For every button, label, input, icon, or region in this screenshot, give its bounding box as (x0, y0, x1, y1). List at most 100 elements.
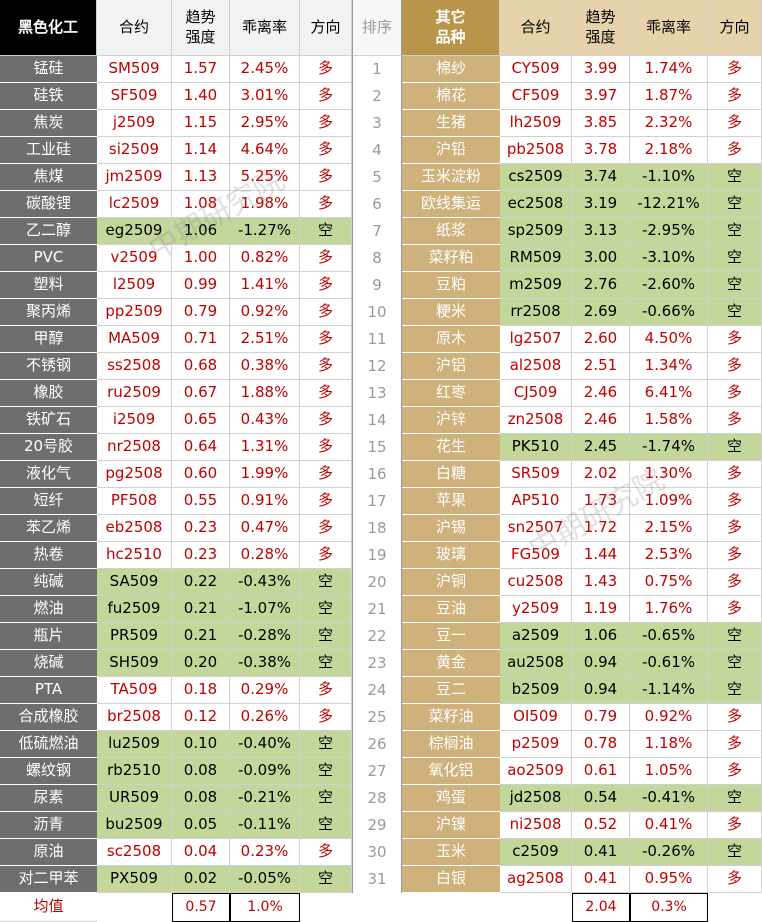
table-cell: 空 (300, 650, 352, 677)
table-cell: 空 (300, 758, 352, 785)
product-name: 原木 (402, 326, 500, 353)
table-cell: 多 (300, 83, 352, 110)
table-cell: 0.38% (230, 353, 300, 380)
table-cell: 多 (708, 380, 762, 407)
footer-label: 均值 (0, 893, 97, 922)
table-cell: 多 (300, 839, 352, 866)
table-cell: 1.05% (630, 758, 708, 785)
table-cell: 多 (708, 569, 762, 596)
table-cell: 0.54 (572, 785, 630, 812)
table-cell: 空 (708, 191, 762, 218)
table-cell: -0.40% (230, 731, 300, 758)
table-cell: -0.66% (630, 299, 708, 326)
table-cell: eb2508 (97, 515, 172, 542)
product-name: 苹果 (402, 488, 500, 515)
product-name: 沪铜 (402, 569, 500, 596)
table-cell: lg2507 (500, 326, 572, 353)
product-name: 碳酸锂 (0, 191, 97, 218)
table-cell: 1.98% (230, 191, 300, 218)
table-cell: OI509 (500, 704, 572, 731)
product-name: 焦煤 (0, 164, 97, 191)
table-cell: 1.76% (630, 596, 708, 623)
table-cell: sc2508 (97, 839, 172, 866)
table-cell: -0.65% (630, 623, 708, 650)
table-cell: sp2509 (500, 218, 572, 245)
table-cell: au2508 (500, 650, 572, 677)
product-name: 橡胶 (0, 380, 97, 407)
table-cell: 多 (708, 488, 762, 515)
table-cell: 6.41% (630, 380, 708, 407)
product-name: 豆二 (402, 677, 500, 704)
table-cell: -0.28% (230, 623, 300, 650)
product-name: 聚丙烯 (0, 299, 97, 326)
table-cell: 空 (708, 218, 762, 245)
table-cell: 多 (300, 380, 352, 407)
table-cell: sn2507 (500, 515, 572, 542)
table-cell: 0.64 (172, 434, 230, 461)
table-cell: 多 (300, 353, 352, 380)
table-cell: y2509 (500, 596, 572, 623)
table-cell: 1.08 (172, 191, 230, 218)
rank-cell: 25 (352, 704, 402, 731)
table-cell: 0.68 (172, 353, 230, 380)
table-cell: 1.74% (630, 56, 708, 83)
table-cell: 多 (708, 110, 762, 137)
table-cell: 0.23% (230, 839, 300, 866)
table-cell: 1.41% (230, 272, 300, 299)
table-cell: p2509 (500, 731, 572, 758)
rank-cell: 31 (352, 866, 402, 893)
table-cell: 空 (708, 650, 762, 677)
table-cell: j2509 (97, 110, 172, 137)
rank-cell: 11 (352, 326, 402, 353)
table-cell: 2.02 (572, 461, 630, 488)
table-cell: 0.79 (172, 299, 230, 326)
table-cell: SM509 (97, 56, 172, 83)
product-name: 粳米 (402, 299, 500, 326)
table-cell: 多 (300, 407, 352, 434)
table-cell: -12.21% (630, 191, 708, 218)
table-cell: FG509 (500, 542, 572, 569)
table-cell: PX509 (97, 866, 172, 893)
table-cell: 0.94 (572, 677, 630, 704)
table-cell: 多 (300, 677, 352, 704)
table-cell: 0.12 (172, 704, 230, 731)
table-cell: m2509 (500, 272, 572, 299)
rank-cell: 22 (352, 623, 402, 650)
table-cell: 1.57 (172, 56, 230, 83)
table-cell: pg2508 (97, 461, 172, 488)
table-cell: 0.60 (172, 461, 230, 488)
table-cell: 1.30% (630, 461, 708, 488)
product-name: 焦炭 (0, 110, 97, 137)
table-cell: 空 (300, 218, 352, 245)
table-cell: 0.82% (230, 245, 300, 272)
table-cell: 3.01% (230, 83, 300, 110)
product-name: 低硫燃油 (0, 731, 97, 758)
product-name: 沥青 (0, 812, 97, 839)
table-cell: 0.75% (630, 569, 708, 596)
table-cell: 1.18% (630, 731, 708, 758)
rank-cell: 20 (352, 569, 402, 596)
product-name: 原油 (0, 839, 97, 866)
table-cell: ss2508 (97, 353, 172, 380)
table-cell: 0.78 (572, 731, 630, 758)
table-cell: 0.29% (230, 677, 300, 704)
table-cell: 3.74 (572, 164, 630, 191)
table-cell: 多 (300, 299, 352, 326)
table-cell: MA509 (97, 326, 172, 353)
rank-cell: 26 (352, 731, 402, 758)
table-cell: 0.08 (172, 758, 230, 785)
table-cell: 2.53% (630, 542, 708, 569)
table-cell: 1.72 (572, 515, 630, 542)
table-cell: 空 (708, 299, 762, 326)
product-name: 氧化铝 (402, 758, 500, 785)
table-cell: 多 (708, 866, 762, 893)
table-cell: 多 (300, 164, 352, 191)
table-cell: 0.04 (172, 839, 230, 866)
table-cell: 空 (300, 623, 352, 650)
product-name: 短纤 (0, 488, 97, 515)
rank-cell: 24 (352, 677, 402, 704)
table-cell: 多 (300, 704, 352, 731)
table-cell: 0.08 (172, 785, 230, 812)
footer-value: 2.04 (572, 893, 630, 922)
product-name: 烧碱 (0, 650, 97, 677)
